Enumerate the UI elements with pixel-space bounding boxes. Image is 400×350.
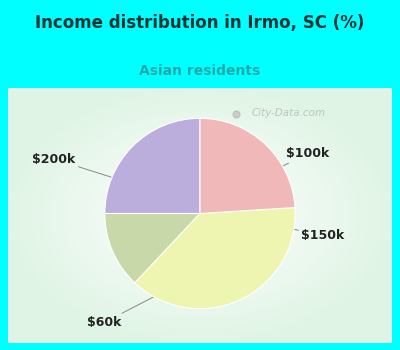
Text: $150k: $150k: [265, 223, 344, 242]
Text: $100k: $100k: [250, 147, 329, 182]
Wedge shape: [105, 118, 200, 214]
Wedge shape: [135, 208, 295, 309]
Text: Asian residents: Asian residents: [139, 64, 261, 78]
Wedge shape: [200, 118, 295, 214]
Wedge shape: [105, 214, 200, 283]
Text: $60k: $60k: [87, 287, 173, 329]
Text: $200k: $200k: [32, 153, 135, 184]
Text: City-Data.com: City-Data.com: [251, 108, 325, 118]
Text: Income distribution in Irmo, SC (%): Income distribution in Irmo, SC (%): [35, 14, 365, 32]
